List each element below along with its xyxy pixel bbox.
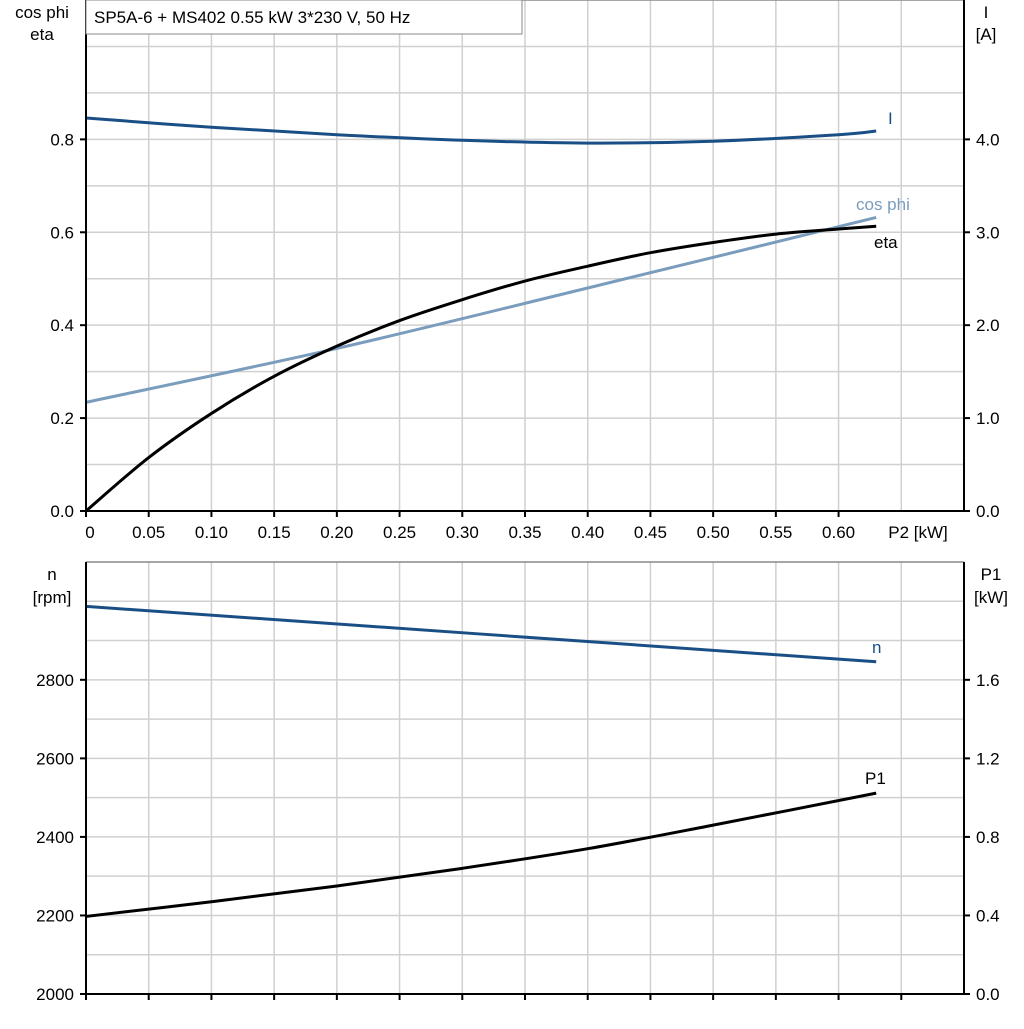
y-tick-label-right: 0.0 xyxy=(976,985,1000,1004)
x-tick-label: 0.40 xyxy=(571,523,604,542)
x-tick-label: 0.10 xyxy=(195,523,228,542)
y-tick-label-right: 2.0 xyxy=(976,316,1000,335)
series-line-n xyxy=(85,604,877,664)
series-line-p1 xyxy=(85,791,877,918)
bottom-left-axis-label-1: n xyxy=(47,565,56,584)
y-tick-label-right: 1.2 xyxy=(976,749,1000,768)
top-left-axis-label-1: cos phi xyxy=(15,3,69,22)
y-tick-label-right: 0.4 xyxy=(976,906,1000,925)
y-tick-label-left: 0.6 xyxy=(50,223,74,242)
title-box xyxy=(85,0,523,35)
y-tick-label-right: 1.6 xyxy=(976,671,1000,690)
x-tick-label: 0.20 xyxy=(320,523,353,542)
top-left-axis-label-2: eta xyxy=(30,25,54,44)
y-tick-label-left: 2400 xyxy=(36,828,74,847)
x-tick-label: 0.15 xyxy=(258,523,291,542)
chart-title: SP5A-6 + MS402 0.55 kW 3*230 V, 50 Hz xyxy=(94,8,410,27)
series-label-i: I xyxy=(888,109,893,128)
x-tick-label: 0.05 xyxy=(132,523,165,542)
y-tick-label-left: 2000 xyxy=(36,985,74,1004)
y-tick-label-left: 2600 xyxy=(36,749,74,768)
x-tick-label: 0.55 xyxy=(759,523,792,542)
x-tick-label: 0.30 xyxy=(446,523,479,542)
bottom-right-axis-label-1: P1 xyxy=(981,565,1002,584)
y-tick-label-right: 0.8 xyxy=(976,828,1000,847)
series-label-cos-phi: cos phi xyxy=(856,195,910,214)
y-tick-label-left: 0.2 xyxy=(50,409,74,428)
y-tick-label-right: 3.0 xyxy=(976,223,1000,242)
y-tick-label-right: 0.0 xyxy=(976,502,1000,521)
y-tick-label-right: 4.0 xyxy=(976,130,1000,149)
series-label-eta: eta xyxy=(874,233,898,252)
series-line-i xyxy=(85,116,877,145)
series-label-n: n xyxy=(872,638,881,657)
bottom-right-axis-label-2: [kW] xyxy=(974,588,1008,607)
x-tick-label: 0.35 xyxy=(508,523,541,542)
y-tick-label-left: 2800 xyxy=(36,671,74,690)
y-tick-label-left: 0.4 xyxy=(50,316,74,335)
x-tick-label: 0.60 xyxy=(822,523,855,542)
top-right-axis-label-1: I xyxy=(984,3,989,22)
bottom-left-axis-label-2: [rpm] xyxy=(33,588,72,607)
y-tick-label-left: 0.0 xyxy=(50,502,74,521)
series-label-p1: P1 xyxy=(865,769,886,788)
series-line-cos-phi xyxy=(85,215,877,404)
y-tick-label-left: 2200 xyxy=(36,906,74,925)
x-tick-label: 0 xyxy=(85,523,94,542)
y-tick-label-left: 0.8 xyxy=(50,130,74,149)
x-tick-label: 0.50 xyxy=(697,523,730,542)
x-axis-label: P2 [kW] xyxy=(888,523,948,542)
x-tick-label: 0.25 xyxy=(383,523,416,542)
series-line-eta xyxy=(85,224,877,513)
top-right-axis-label-2: [A] xyxy=(976,25,997,44)
y-tick-label-right: 1.0 xyxy=(976,409,1000,428)
x-tick-label: 0.45 xyxy=(634,523,667,542)
